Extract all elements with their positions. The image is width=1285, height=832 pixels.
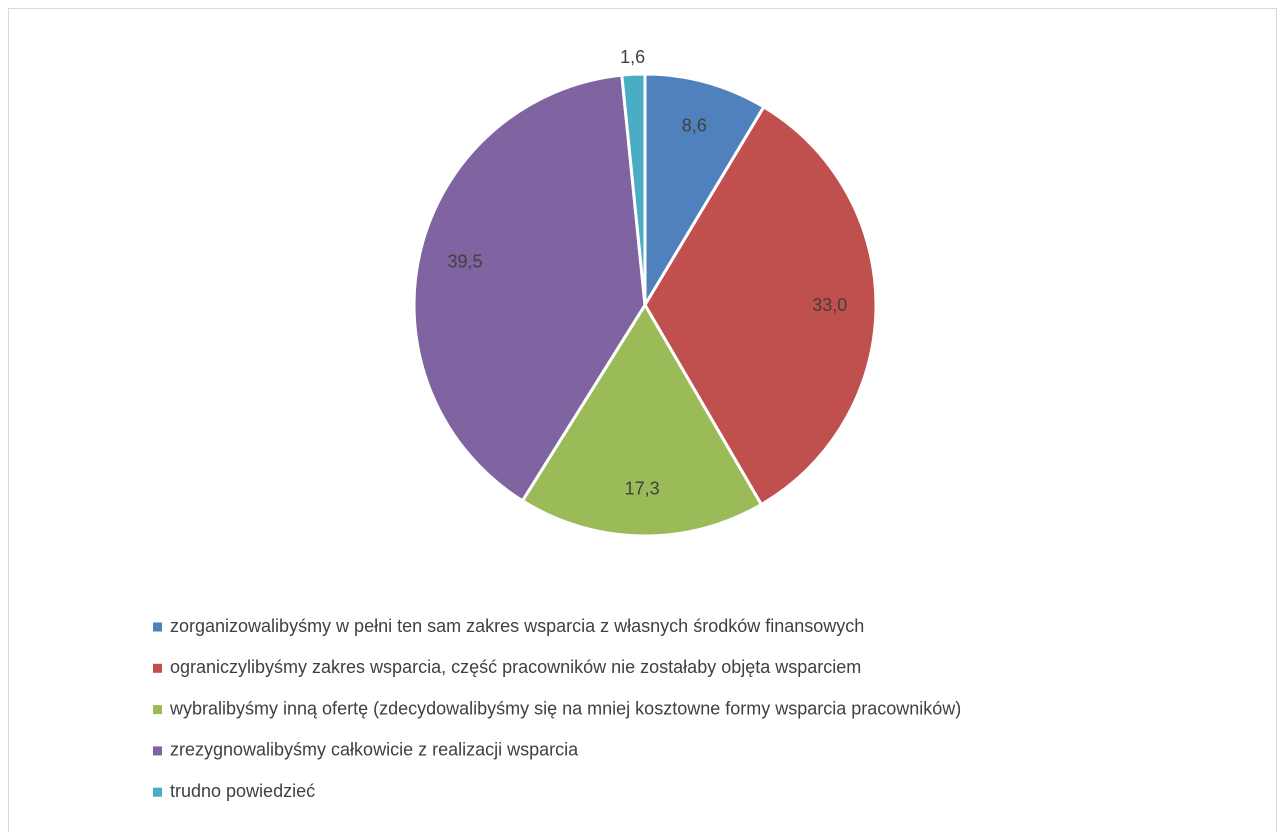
pie-slice: [520, 302, 764, 538]
data-label: 8,6: [682, 116, 707, 136]
legend-swatch: [153, 622, 162, 632]
legend-swatch: [153, 746, 162, 756]
legend-swatch: [153, 663, 162, 673]
data-label: 33,0: [812, 295, 847, 315]
pie-slice: [643, 104, 878, 507]
data-label: 39,5: [448, 252, 483, 272]
legend-label: zorganizowalibyśmy w pełni ten sam zakre…: [170, 616, 864, 636]
pie-slice: [620, 72, 647, 306]
legend-label: ograniczylibyśmy zakres wsparcia, część …: [170, 657, 861, 677]
data-label: 17,3: [625, 479, 660, 499]
legend-label: zrezygnowalibyśmy całkowicie z realizacj…: [170, 740, 579, 760]
legend-swatch: [153, 705, 162, 715]
legend-swatch: [153, 787, 162, 797]
data-label: 1,6: [620, 47, 645, 67]
legend-label: trudno powiedzieć: [170, 781, 315, 801]
pie-slice: [643, 72, 766, 311]
pie-slice: [412, 73, 647, 503]
legend-label: wybralibyśmy inną ofertę (zdecydowalibyś…: [169, 698, 961, 718]
